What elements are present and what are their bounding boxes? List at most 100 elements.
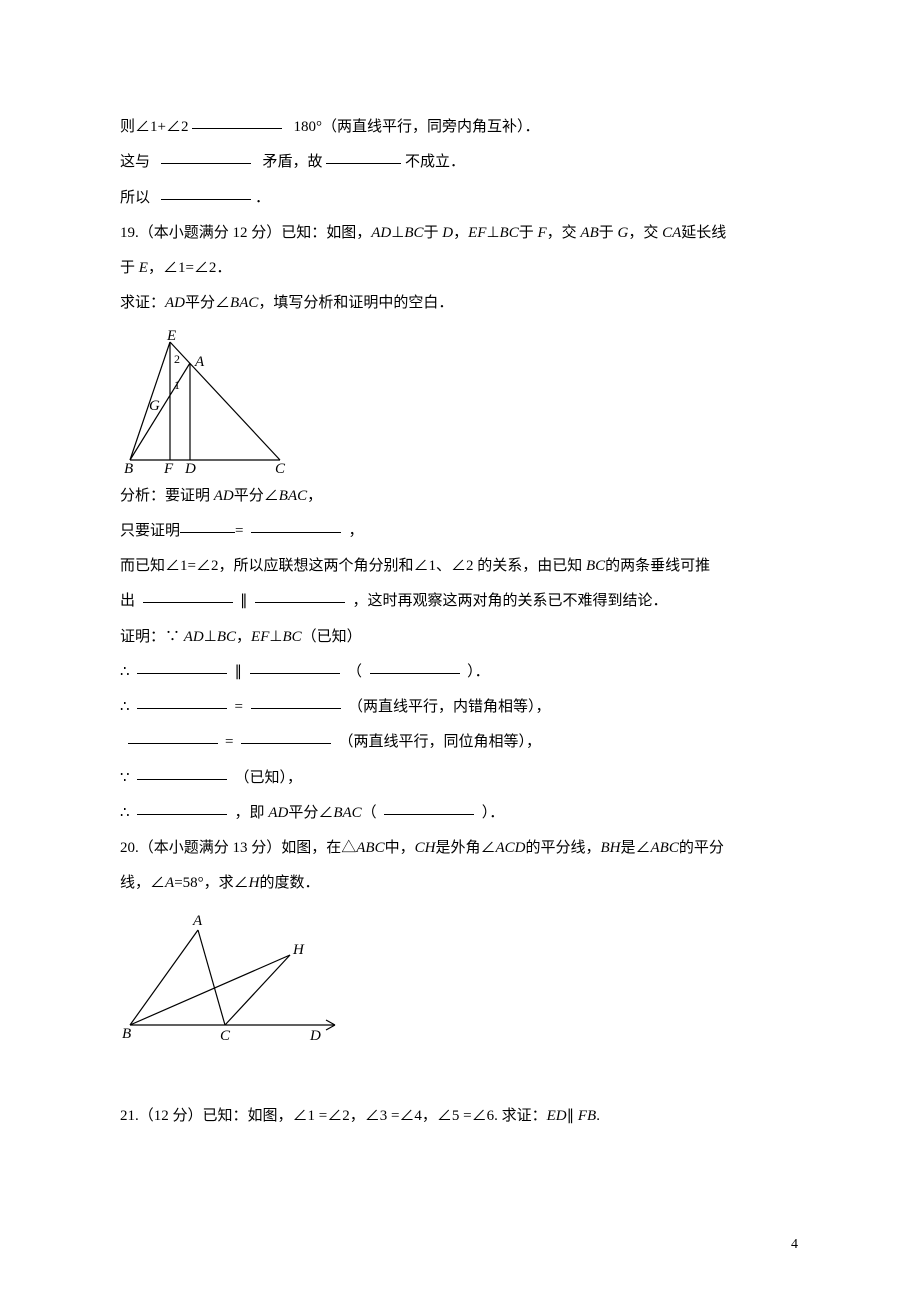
text: =: [235, 699, 243, 715]
text: ∥: [240, 593, 248, 609]
q19-only: 只要证明= ，: [120, 514, 800, 549]
text: ．: [255, 190, 270, 206]
text: 于: [519, 225, 534, 241]
q19-line1: 19.（本小题满分 12 分）已知：如图，AD⊥BC于 D，EF⊥BC于 F，交…: [120, 216, 800, 251]
text-it: AD: [165, 295, 185, 311]
spacer: [120, 1049, 800, 1099]
text: 所以: [120, 190, 150, 206]
text-it: BAC: [333, 805, 361, 821]
text: ⊥: [269, 629, 282, 645]
text: 的平分线，: [525, 840, 600, 856]
text: =58°，求∠: [174, 875, 248, 891]
text: ，: [236, 629, 251, 645]
q19-pf6: ∴ ，即 AD平分∠BAC（ ）．: [120, 796, 800, 831]
blank: [370, 658, 460, 674]
text-it: BC: [404, 225, 423, 241]
text-it: AD: [184, 629, 204, 645]
q19-pf4: = （两直线平行，同位角相等），: [120, 725, 800, 760]
label-B: B: [124, 461, 133, 475]
text-it: A: [165, 875, 174, 891]
label-H: H: [292, 942, 305, 958]
text: ∴: [120, 805, 130, 821]
text-it: BAC: [230, 295, 258, 311]
text: （两直线平行，同位角相等），: [338, 734, 541, 750]
text: .: [596, 1108, 600, 1124]
text: 平分∠: [288, 805, 333, 821]
text-it: EF: [468, 225, 486, 241]
text-it: BC: [586, 558, 605, 574]
text: ，交: [628, 225, 658, 241]
text-it: AD: [371, 225, 391, 241]
q20-line1: 20.（本小题满分 13 分）如图，在△ABC中，CH是外角∠ACD的平分线，B…: [120, 831, 800, 866]
text: 19.（本小题满分 12 分）已知：如图，: [120, 225, 371, 241]
blank: [137, 693, 227, 709]
label-2: 2: [174, 352, 180, 366]
text: 延长线: [681, 225, 726, 241]
text-it: FB: [578, 1108, 596, 1124]
blank: [192, 113, 282, 129]
blank: [326, 148, 401, 164]
blank: [137, 799, 227, 815]
text: 中，: [385, 840, 415, 856]
label-A: A: [194, 354, 205, 370]
text: 这与: [120, 154, 150, 170]
text: 矛盾，故: [263, 154, 323, 170]
text-it: E: [139, 260, 148, 276]
q20-figure: A H B C D: [120, 910, 345, 1045]
text: 于: [599, 225, 614, 241]
q19-l3: 而已知∠1=∠2，所以应联想这两个角分别和∠1、∠2 的关系，由已知 BC的两条…: [120, 549, 800, 584]
text: 线，∠: [120, 875, 165, 891]
text: 不成立．: [405, 154, 465, 170]
q19-pf2: ∴ ∥ （ ）．: [120, 655, 800, 690]
page-number: 4: [791, 1229, 798, 1262]
text: 20.（本小题满分 13 分）如图，在△: [120, 840, 356, 856]
text-it: BH: [601, 840, 621, 856]
q19-proof: 求证：AD平分∠BAC，填写分析和证明中的空白．: [120, 286, 800, 321]
text: 于: [424, 225, 439, 241]
label-A: A: [192, 913, 203, 929]
text: 的两条垂线可推: [605, 558, 710, 574]
text-it: ABC: [356, 840, 384, 856]
text: ，∠1=∠2．: [148, 260, 231, 276]
text-it: AB: [580, 225, 598, 241]
q19-line2: 于 E，∠1=∠2．: [120, 251, 800, 286]
text-it: EF: [251, 629, 269, 645]
blank: [251, 693, 341, 709]
blank: [384, 799, 474, 815]
text: 平分∠: [234, 488, 279, 504]
q19-analysis: 分析：要证明 AD平分∠BAC，: [120, 479, 800, 514]
line-p1: 则∠1+∠2 180°（两直线平行，同旁内角互补）．: [120, 110, 800, 145]
blank: [250, 658, 340, 674]
text: （两直线平行，内错角相等），: [348, 699, 551, 715]
text: ∴: [120, 699, 130, 715]
blank: [180, 517, 235, 533]
text: 求证：: [120, 295, 165, 311]
label-C: C: [275, 461, 286, 475]
text: =: [235, 523, 243, 539]
text: ，交: [547, 225, 577, 241]
text: ，这时再观察这两对角的关系已不难得到结论．: [353, 593, 668, 609]
label-1: 1: [174, 378, 180, 392]
text-it: D: [442, 225, 453, 241]
text: =: [225, 734, 233, 750]
text: 的平分: [679, 840, 724, 856]
text: ⊥: [486, 225, 499, 241]
q19-pf5: ∵ （已知），: [120, 761, 800, 796]
q19-figure: E A G B F D C 1 2: [120, 330, 290, 475]
text: 是外角∠: [435, 840, 495, 856]
q19-l4: 出 ∥ ，这时再观察这两对角的关系已不难得到结论．: [120, 584, 800, 619]
page: 则∠1+∠2 180°（两直线平行，同旁内角互补）． 这与 矛盾，故 不成立． …: [0, 0, 920, 1302]
text: 于: [120, 260, 135, 276]
q21-line: 21.（12 分）已知：如图，∠1 =∠2，∠3 =∠4，∠5 =∠6. 求证：…: [120, 1099, 800, 1134]
text: 是∠: [621, 840, 651, 856]
blank: [137, 658, 227, 674]
q20-line2: 线，∠A=58°，求∠H的度数．: [120, 866, 800, 901]
text-it: CA: [662, 225, 681, 241]
label-G: G: [149, 398, 160, 414]
q19-pf1: 证明：∵ AD⊥BC，EF⊥BC（已知）: [120, 620, 800, 655]
text: ∥: [567, 1108, 575, 1124]
text: ，: [453, 225, 468, 241]
text: （: [362, 805, 377, 821]
blank: [241, 728, 331, 744]
line-p2: 这与 矛盾，故 不成立．: [120, 145, 800, 180]
